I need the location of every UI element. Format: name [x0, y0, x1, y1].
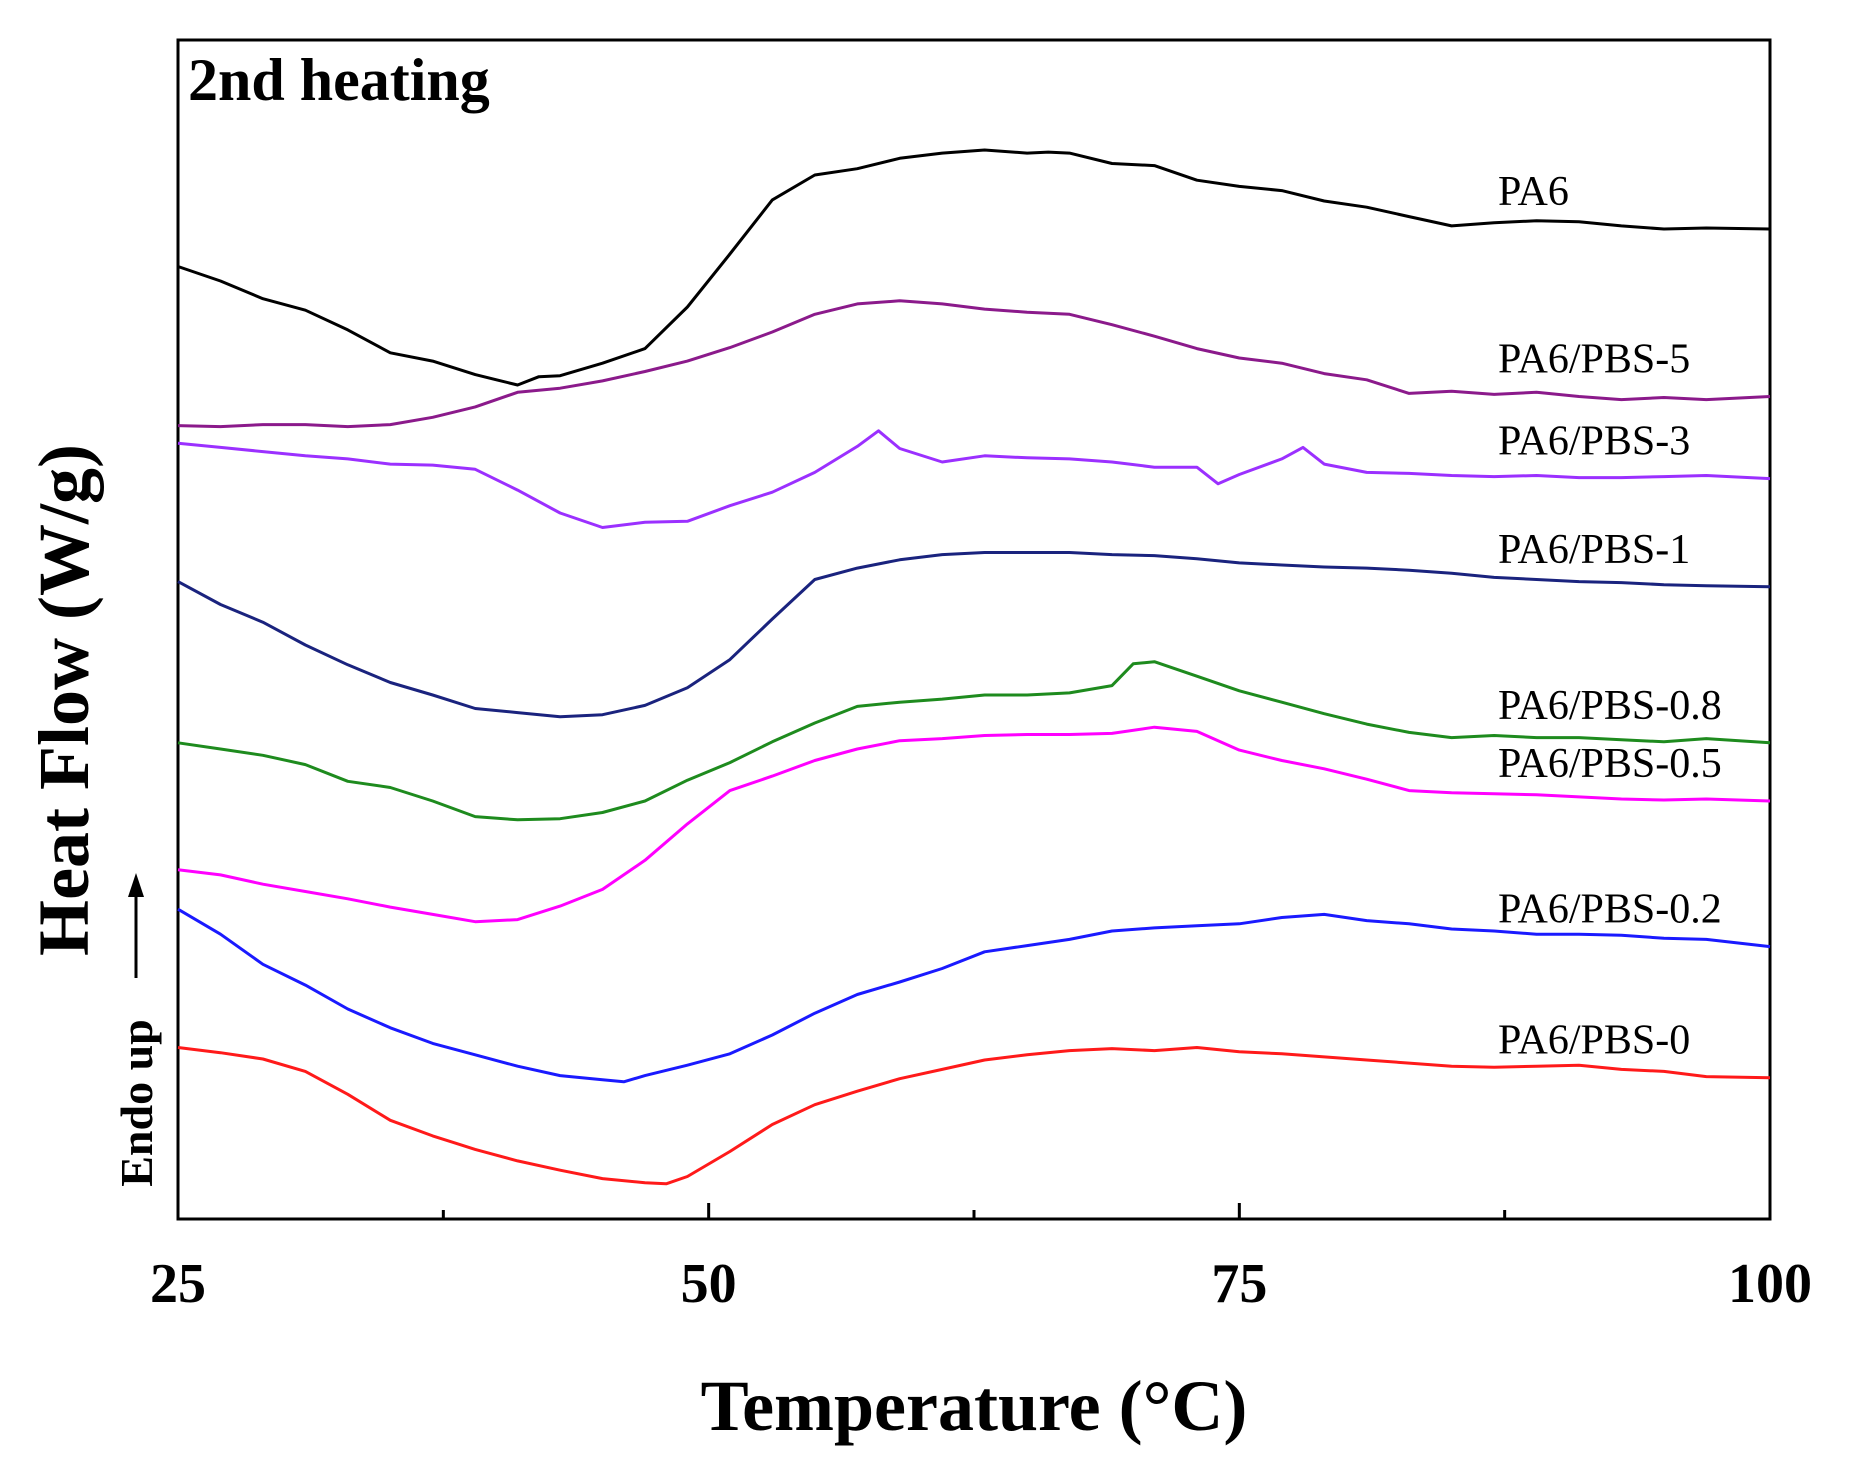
y-axis-title: Heat Flow (W/g) — [24, 444, 104, 956]
series-label: PA6 — [1498, 169, 1569, 215]
x-tick-label: 75 — [1211, 1253, 1267, 1315]
series-line — [177, 725, 1771, 924]
x-axis-title: Temperature (°C) — [701, 1366, 1248, 1446]
series-lines — [177, 148, 1771, 1186]
endo-up-annotation: Endo up — [111, 873, 162, 1187]
series-labels: PA6 PA6/PBS-5 PA6/PBS-3 PA6/PBS-1 PA6/PBS-0.… — [1498, 169, 1722, 1064]
series-line — [177, 299, 1771, 429]
series-label: PA6/PBS-0 — [1498, 1018, 1690, 1064]
series-line — [177, 148, 1771, 387]
series-line — [177, 907, 1771, 1084]
series-label: PA6/PBS-0.5 — [1498, 741, 1722, 787]
series-label: PA6/PBS-0.8 — [1498, 683, 1722, 729]
series-label: PA6/PBS-0.2 — [1498, 887, 1722, 933]
series-line — [177, 429, 1771, 529]
series-line — [177, 551, 1771, 719]
chart-title: 2nd heating — [188, 47, 490, 113]
series-line — [177, 660, 1771, 822]
endo-up-label: Endo up — [111, 1019, 162, 1187]
x-tick-label: 100 — [1728, 1253, 1812, 1315]
x-tick-label: 25 — [150, 1253, 206, 1315]
endo-up-arrowhead — [128, 873, 144, 897]
series-label: PA6/PBS-3 — [1498, 419, 1690, 465]
x-tick-label: 50 — [681, 1253, 737, 1315]
series-line — [177, 1046, 1771, 1186]
series-label: PA6/PBS-5 — [1498, 337, 1690, 383]
x-ticks: 25 50 75 100 — [150, 1203, 1812, 1315]
series-label: PA6/PBS-1 — [1498, 527, 1690, 573]
